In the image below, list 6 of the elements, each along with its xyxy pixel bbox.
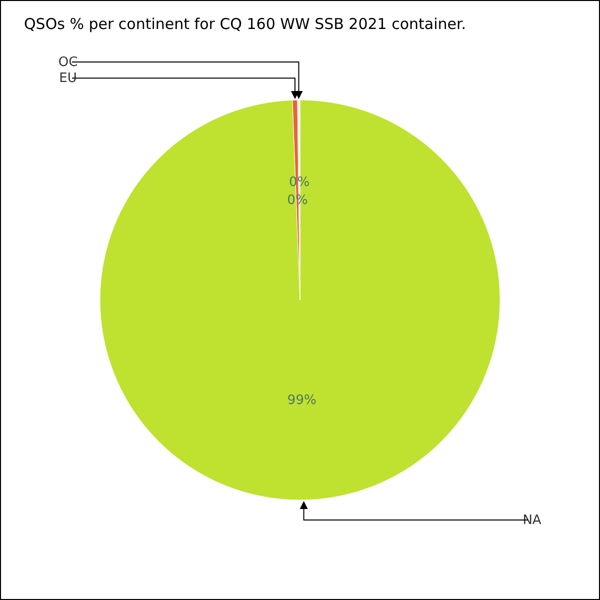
data-label: 99% — [287, 392, 316, 408]
chart-title: QSOs % per continent for CQ 160 WW SSB 2021 container. — [24, 15, 466, 33]
pie-slice — [100, 100, 500, 500]
slice-label: EU — [59, 71, 77, 86]
slice-label: NA — [522, 512, 542, 528]
slice-label: OC — [58, 55, 78, 70]
